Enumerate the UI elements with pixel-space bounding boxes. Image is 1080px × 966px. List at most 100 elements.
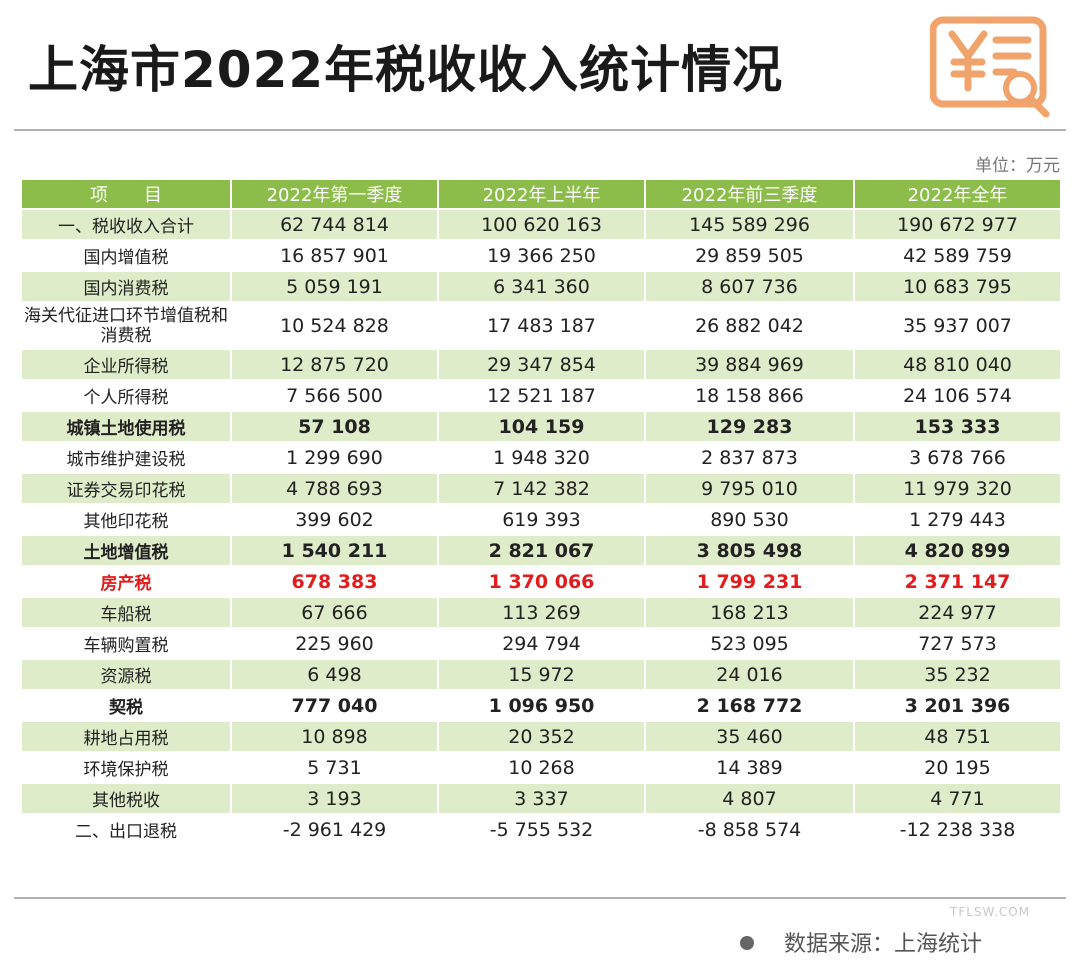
cell-value: 1 799 231	[696, 570, 803, 593]
bottom-divider	[14, 897, 1066, 899]
cell-value: 39 884 969	[646, 350, 853, 379]
cell-value: 190 672 977	[855, 210, 1060, 239]
data-source: 数据来源：上海统计	[740, 926, 982, 958]
page-title: 上海市2022年税收收入统计情况	[28, 41, 784, 99]
row-label: 国内消费税	[22, 272, 230, 301]
cell-value: 12 521 187	[487, 384, 596, 407]
cell-value: 24 016	[646, 660, 853, 689]
cell-value: 7 566 500	[286, 384, 383, 407]
cell-value: 3 201 396	[904, 694, 1011, 717]
row-label: 车船税	[22, 598, 230, 627]
cell-value: 2 168 772	[696, 694, 803, 717]
cell-value: 1 370 066	[488, 570, 595, 593]
cell-value: 20 352	[439, 722, 644, 751]
cell-value: 4 788 693	[232, 474, 437, 503]
table-row: 证券交易印花税 4 788 693 7 142 382 9 795 010 11…	[22, 474, 1060, 503]
table-row: 海关代征进口环节增值税和消费税 10 524 828 17 483 187 26…	[22, 303, 1060, 348]
cell-value: 145 589 296	[646, 210, 853, 239]
row-label: 一、税收收入合计	[22, 210, 230, 239]
cell-value: 10 524 828	[280, 314, 389, 337]
data-source-text: 数据来源：上海统计	[784, 932, 983, 957]
top-divider	[14, 129, 1066, 131]
table-row: 车辆购置税 225 960 294 794 523 095 727 573	[22, 629, 1060, 658]
cell-value: 62 744 814	[232, 210, 437, 239]
cell-value: 17 483 187	[487, 314, 596, 337]
table-row: 契税 777 040 1 096 950 2 168 772 3 201 396	[22, 691, 1060, 720]
cell-value: 2 821 067	[439, 536, 644, 565]
table-row: 土地增值税 1 540 211 2 821 067 3 805 498 4 82…	[22, 536, 1060, 565]
cell-value: -12 238 338	[899, 818, 1016, 841]
cell-value: -2 961 429	[282, 818, 387, 841]
cell-value: 5 059 191	[232, 272, 437, 301]
cell-value: 26 882 042	[695, 314, 804, 337]
cell-value: 129 283	[646, 412, 853, 441]
cell-value: 15 972	[439, 660, 644, 689]
cell-value: 1 948 320	[493, 446, 590, 469]
row-label: 城镇土地使用税	[22, 412, 230, 441]
cell-value: 113 269	[439, 598, 644, 627]
table-row: 环境保护税 5 731 10 268 14 389 20 195	[22, 753, 1060, 782]
cell-value: 1 299 690	[286, 446, 383, 469]
cell-value: 11 979 320	[855, 474, 1060, 503]
table-row: 耕地占用税 10 898 20 352 35 460 48 751	[22, 722, 1060, 751]
cell-value: 4 820 899	[855, 536, 1060, 565]
cell-value: 35 232	[855, 660, 1060, 689]
cell-value: 5 731	[307, 756, 362, 779]
table-row: 二、出口退税 -2 961 429 -5 755 532 -8 858 574 …	[22, 815, 1060, 844]
table-row-highlighted: 房产税 678 383 1 370 066 1 799 231 2 371 14…	[22, 567, 1060, 596]
cell-value: 6 498	[232, 660, 437, 689]
cell-value: 777 040	[291, 694, 378, 717]
cell-value: 3 805 498	[646, 536, 853, 565]
table-row: 城市维护建设税 1 299 690 1 948 320 2 837 873 3 …	[22, 443, 1060, 472]
cell-value: 29 859 505	[695, 244, 804, 267]
cell-value: 29 347 854	[439, 350, 644, 379]
cell-value: 24 106 574	[903, 384, 1012, 407]
cell-value: 523 095	[710, 632, 789, 655]
cell-value: 57 108	[232, 412, 437, 441]
table-row: 其他税收 3 193 3 337 4 807 4 771	[22, 784, 1060, 813]
cell-value: 294 794	[502, 632, 581, 655]
cell-value: 18 158 866	[695, 384, 804, 407]
cell-value: 10 268	[508, 756, 575, 779]
cell-value: 48 810 040	[855, 350, 1060, 379]
table-row: 国内增值税 16 857 901 19 366 250 29 859 505 4…	[22, 241, 1060, 270]
cell-value: 3 337	[439, 784, 644, 813]
cell-value: 890 530	[710, 508, 789, 531]
table-header-row: 项 目 2022年第一季度 2022年上半年 2022年前三季度 2022年全年	[22, 180, 1060, 208]
cell-value: 19 366 250	[487, 244, 596, 267]
cell-value: 7 142 382	[439, 474, 644, 503]
cell-value: 6 341 360	[439, 272, 644, 301]
table-row: 其他印花税 399 602 619 393 890 530 1 279 443	[22, 505, 1060, 534]
row-label: 契税	[109, 698, 143, 718]
cell-value: 35 460	[646, 722, 853, 751]
watermark-text: TFLSW.COM	[950, 905, 1031, 919]
row-label: 海关代征进口环节增值税和消费税	[24, 305, 228, 346]
cell-value: 225 960	[295, 632, 374, 655]
header-year: 2022年全年	[855, 180, 1060, 208]
row-label: 个人所得税	[83, 388, 169, 408]
row-label: 其他印花税	[83, 512, 169, 532]
row-label: 证券交易印花税	[22, 474, 230, 503]
cell-value: 1 540 211	[232, 536, 437, 565]
table-row: 企业所得税 12 875 720 29 347 854 39 884 969 4…	[22, 350, 1060, 379]
header-q1: 2022年第一季度	[232, 180, 437, 208]
row-label: 车辆购置税	[83, 636, 169, 656]
cell-value: 3 193	[232, 784, 437, 813]
row-label: 耕地占用税	[22, 722, 230, 751]
row-label: 城市维护建设税	[66, 450, 186, 470]
cell-value: 727 573	[918, 632, 997, 655]
cell-value: 678 383	[291, 570, 378, 593]
cell-value: 224 977	[855, 598, 1060, 627]
row-label: 资源税	[22, 660, 230, 689]
table-row: 个人所得税 7 566 500 12 521 187 18 158 866 24…	[22, 381, 1060, 410]
row-label: 国内增值税	[83, 248, 169, 268]
cell-value: 3 678 766	[909, 446, 1006, 469]
cell-value: 16 857 901	[280, 244, 389, 267]
cell-value: 9 795 010	[646, 474, 853, 503]
cell-value: 4 771	[855, 784, 1060, 813]
table-row: 国内消费税 5 059 191 6 341 360 8 607 736 10 6…	[22, 272, 1060, 301]
cell-value: 35 937 007	[903, 314, 1012, 337]
row-label: 其他税收	[22, 784, 230, 813]
cell-value: 10 683 795	[855, 272, 1060, 301]
cell-value: 12 875 720	[232, 350, 437, 379]
